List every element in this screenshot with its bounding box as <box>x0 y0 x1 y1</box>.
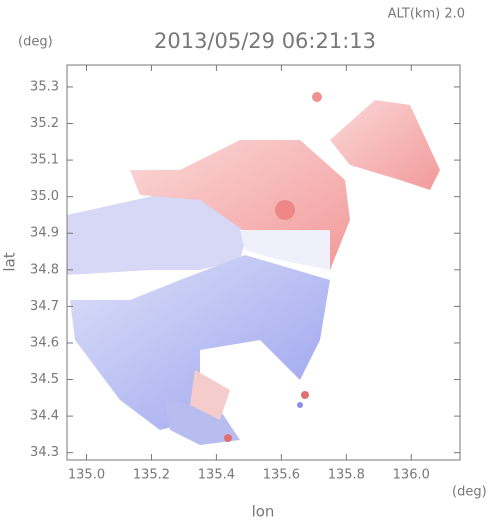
y-tick-label: 34.7 <box>30 299 59 314</box>
y-tick-label: 34.5 <box>30 372 59 387</box>
radar-field <box>67 92 440 445</box>
y-tick-label: 34.6 <box>30 335 59 350</box>
y-tick-label: 35.0 <box>30 189 59 204</box>
altitude-label: ALT(km) 2.0 <box>388 7 465 22</box>
y-axis-label: lat <box>1 252 19 271</box>
x-tick-label: 135.8 <box>328 468 365 483</box>
x-tick-label: 135.4 <box>198 468 235 483</box>
x-tick-label: 135.6 <box>263 468 300 483</box>
y-tick-label: 34.3 <box>30 445 59 460</box>
y-tick-label: 35.1 <box>30 153 59 168</box>
y-unit: (deg) <box>18 35 53 50</box>
y-tick-label: 35.2 <box>30 116 59 131</box>
plot-frame <box>66 64 461 461</box>
x-tick-label: 135.2 <box>133 468 170 483</box>
x-tick-label: 136.0 <box>393 468 430 483</box>
x-unit: (deg) <box>452 485 487 500</box>
y-tick-label: 34.4 <box>30 409 59 424</box>
chart-title: 2013/05/29 06:21:13 <box>154 29 376 53</box>
x-axis-label: lon <box>252 503 275 521</box>
x-tick-label: 135.0 <box>68 468 105 483</box>
y-tick-label: 35.3 <box>30 79 59 94</box>
y-tick-label: 34.8 <box>30 262 59 277</box>
y-tick-label: 34.9 <box>30 226 59 241</box>
